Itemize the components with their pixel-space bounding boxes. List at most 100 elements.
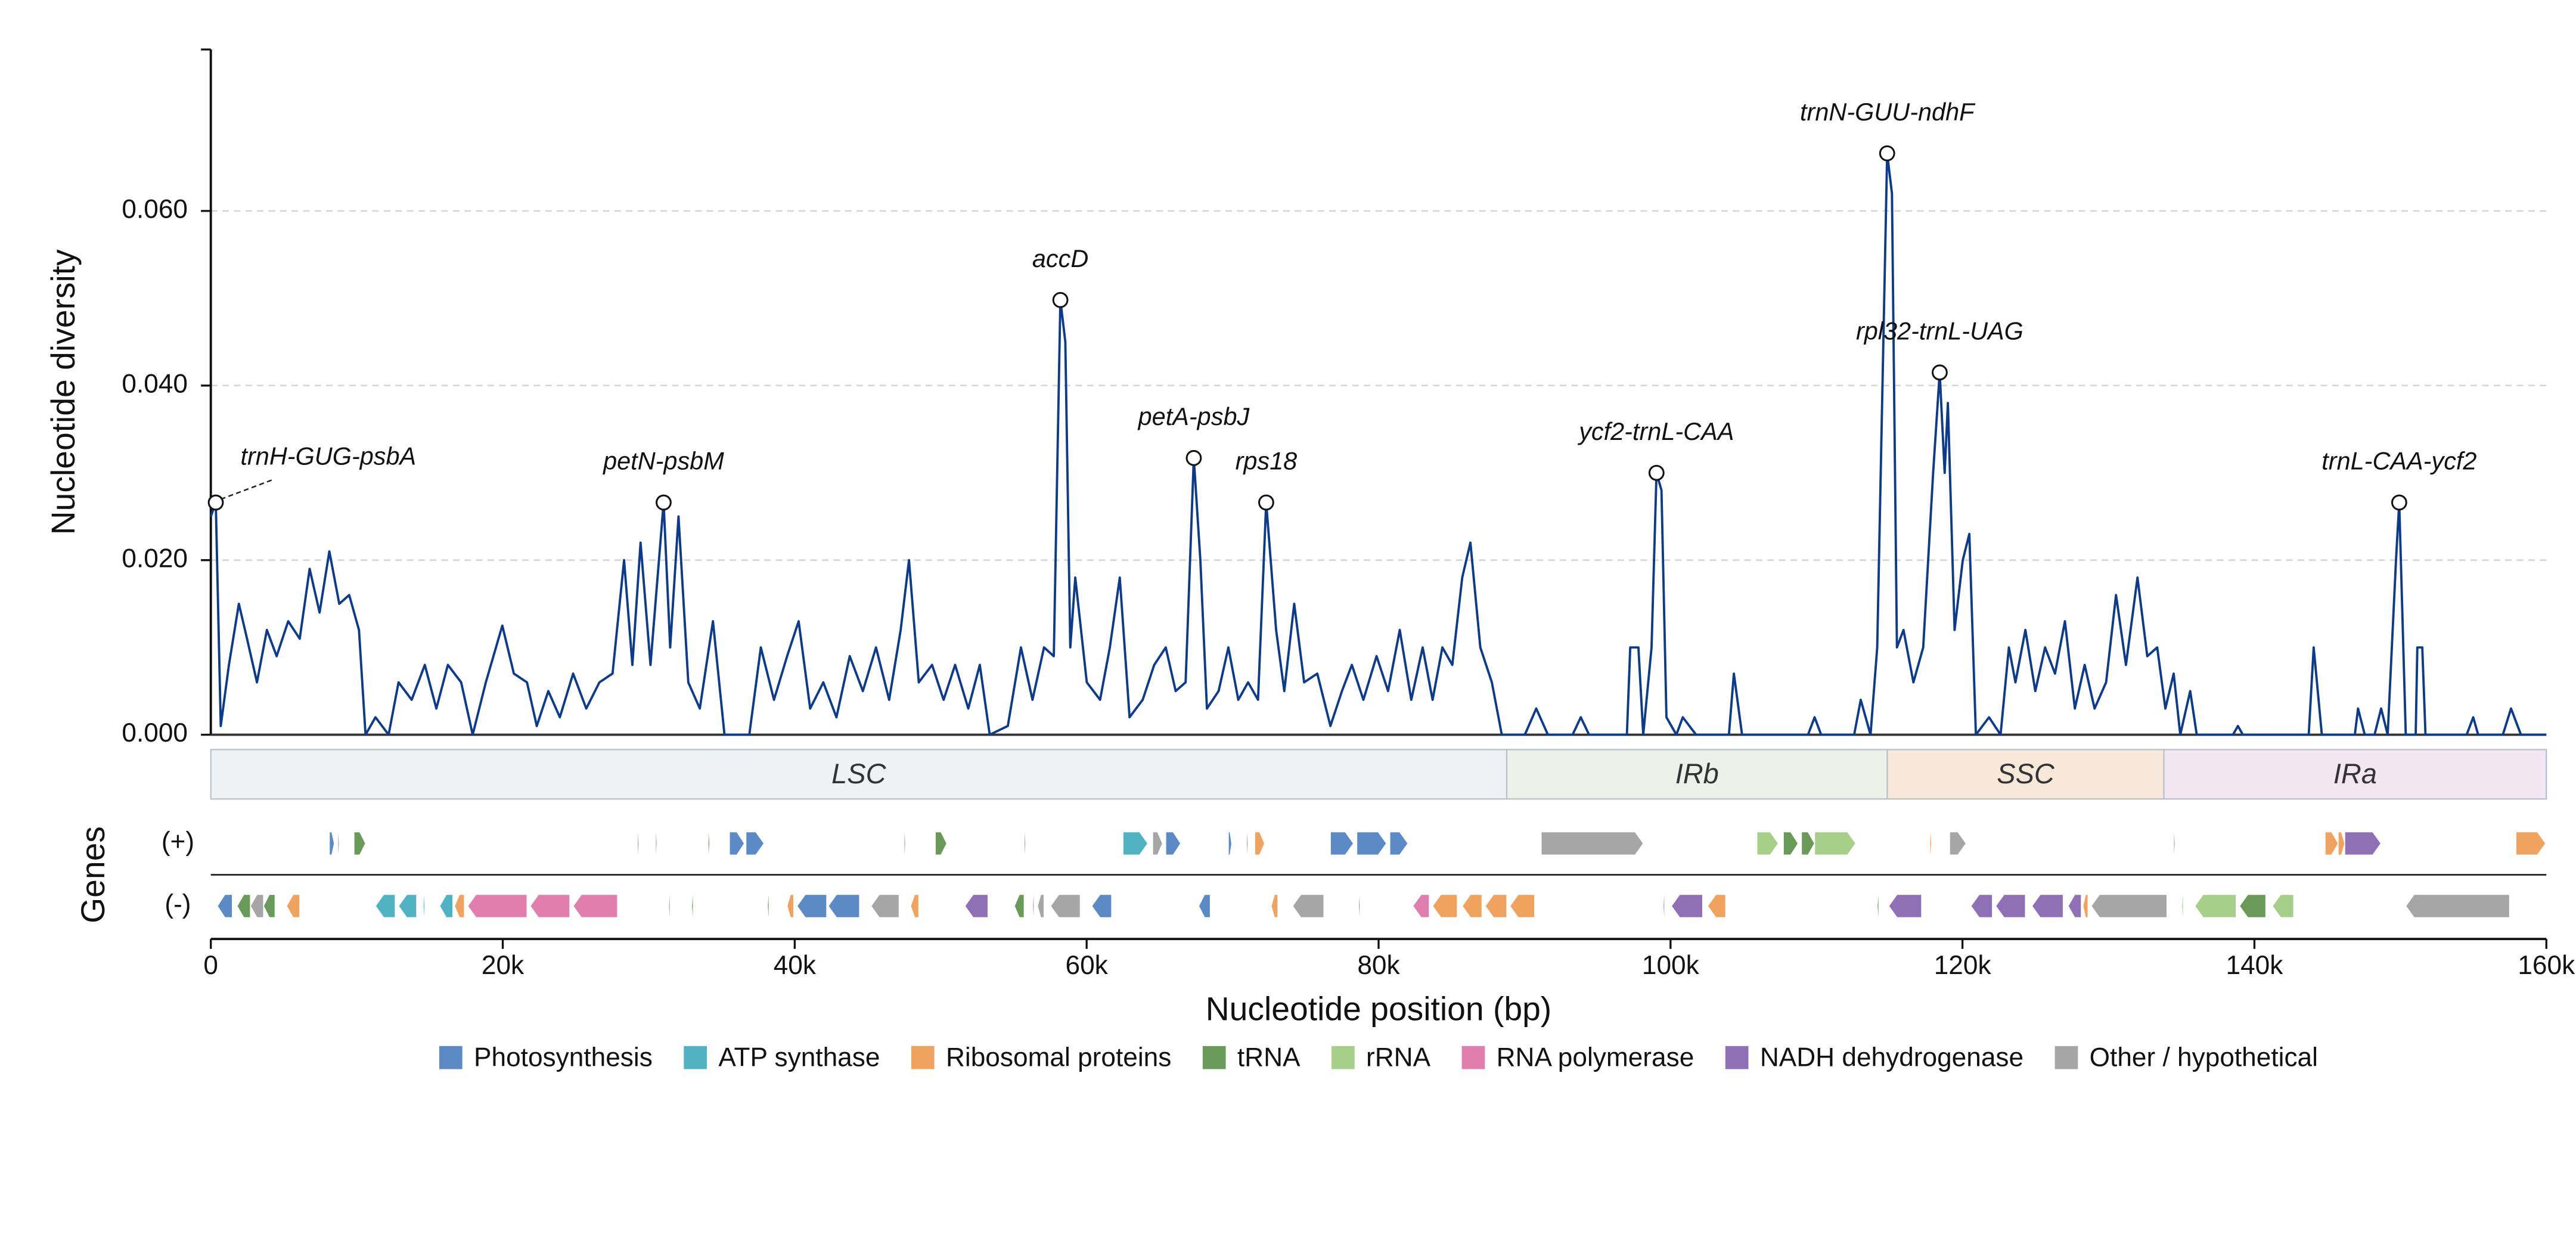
gene: [1228, 831, 1233, 855]
gene: [729, 831, 745, 855]
y-tick-label: 0.020: [122, 544, 188, 573]
annotation-marker: [1185, 449, 1202, 466]
annotation-label: ycf2-trnL-CAA: [1577, 417, 1734, 445]
gene: [250, 894, 264, 918]
legend-swatch: [684, 1046, 707, 1069]
y-tick-label: 0.000: [122, 718, 188, 748]
gene: [1091, 894, 1112, 918]
gene: [529, 894, 570, 918]
legend-swatch: [2054, 1046, 2078, 1069]
annotation-marker: [1879, 145, 1895, 162]
legend-swatch: [1332, 1046, 1355, 1069]
gene: [337, 831, 340, 855]
gene: [375, 894, 396, 918]
gene: [745, 831, 765, 855]
gene: [668, 894, 671, 918]
gene: [637, 831, 640, 855]
gene: [2239, 894, 2267, 918]
annotation-marker: [207, 494, 224, 511]
gene: [655, 831, 658, 855]
legend-label: Other / hypothetical: [2090, 1043, 2318, 1072]
legend-label: Ribosomal proteins: [946, 1043, 1171, 1072]
annotation-leader: [220, 479, 274, 500]
gene: [1707, 894, 1727, 918]
diversity-line: [209, 152, 2547, 736]
gene: [2338, 831, 2345, 855]
region: [1506, 749, 1888, 800]
gene: [353, 831, 367, 855]
gene: [1671, 894, 1703, 918]
gene: [2031, 894, 2064, 918]
gene: [467, 894, 527, 918]
legend-label: tRNA: [1237, 1043, 1301, 1072]
gene: [2344, 831, 2382, 855]
gene: [1165, 831, 1181, 855]
gene: [1995, 894, 2026, 918]
legend-swatch: [1461, 1046, 1485, 1069]
legend-swatch: [1725, 1046, 1749, 1069]
gene: [1292, 894, 1324, 918]
gene: [1198, 894, 1211, 918]
gene: [2194, 894, 2237, 918]
gene: [1783, 831, 1799, 855]
annotation-marker: [1932, 364, 1948, 381]
gene: [910, 894, 920, 918]
gene: [1014, 894, 1025, 918]
region: [210, 749, 1508, 800]
annotation-label: accD: [1032, 244, 1088, 272]
gene: [1356, 831, 1388, 855]
legend-label: RNA polymerase: [1497, 1043, 1694, 1072]
annotation-label: rps18: [1236, 447, 1298, 475]
gene: [2324, 831, 2339, 855]
track-label: (+): [162, 827, 194, 857]
annotation-label: rpl32-trnL-UAG: [1856, 317, 2023, 345]
gene: [398, 894, 417, 918]
gene: [1541, 831, 1644, 855]
gene: [1254, 831, 1265, 855]
gene: [827, 894, 860, 918]
gene: [691, 894, 694, 918]
gene: [423, 894, 426, 918]
x-tick-label: 80k: [1357, 951, 1400, 980]
gene: [1246, 831, 1249, 855]
gene: [707, 831, 710, 855]
gene: [439, 894, 454, 918]
legend-swatch: [911, 1046, 935, 1069]
gene: [1970, 894, 1993, 918]
gene: [1662, 894, 1665, 918]
gene: [1929, 831, 1932, 855]
region: [2163, 749, 2547, 800]
y-axis-label: Nucleotide diversity: [45, 249, 82, 535]
region-label: IRa: [2333, 758, 2377, 789]
gene: [237, 894, 251, 918]
legend-label: ATP synthase: [718, 1043, 880, 1072]
x-tick-label: 120k: [1934, 951, 1992, 980]
region-label: IRb: [1675, 758, 1719, 789]
annotation-label: trnN-GUU-ndhF: [1800, 98, 1976, 126]
gene: [786, 894, 794, 918]
y-tick-label: 0.060: [122, 195, 188, 224]
gene: [1801, 831, 1815, 855]
gene: [766, 894, 769, 918]
x-tick-label: 100k: [1642, 951, 1700, 980]
gene: [1358, 894, 1361, 918]
x-tick-label: 160k: [2518, 951, 2575, 980]
gene: [2082, 894, 2088, 918]
x-tick-label: 20k: [482, 951, 524, 980]
x-tick-label: 60k: [1066, 951, 1109, 980]
gene: [1461, 894, 1483, 918]
gene: [1023, 831, 1026, 855]
gene: [2090, 894, 2168, 918]
gene: [1814, 831, 1857, 855]
annotation-label: trnH-GUG-psbA: [240, 442, 416, 470]
annotation-label: petA-psbJ: [1137, 402, 1250, 430]
gene: [328, 831, 335, 855]
gene: [216, 894, 233, 918]
gene: [964, 894, 989, 918]
annotation-label: trnL-CAA-ycf2: [2321, 447, 2476, 475]
gene: [2173, 831, 2176, 855]
annotation-label: petN-psbM: [602, 447, 724, 475]
